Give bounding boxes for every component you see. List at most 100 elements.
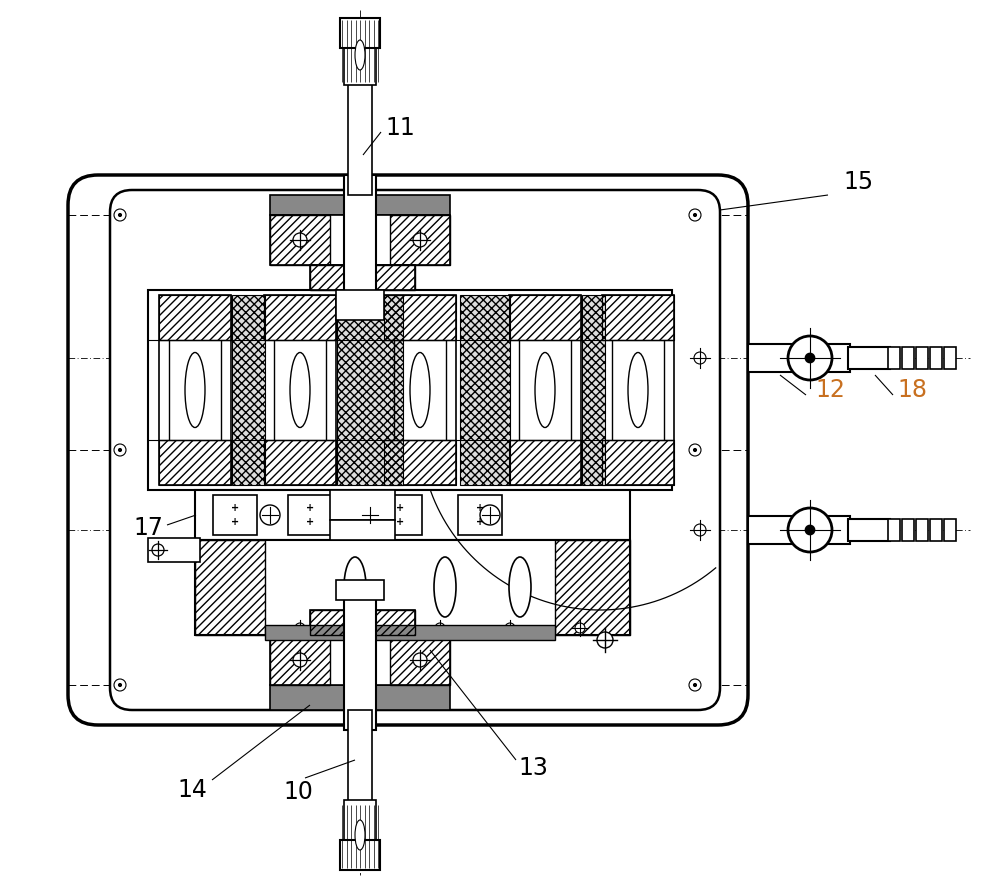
Text: +: + bbox=[476, 517, 484, 527]
Bar bbox=[265, 625, 555, 640]
Circle shape bbox=[435, 623, 445, 633]
Circle shape bbox=[293, 233, 307, 247]
Bar bbox=[337, 295, 403, 485]
Circle shape bbox=[788, 336, 832, 380]
Bar bbox=[509, 440, 581, 485]
Circle shape bbox=[365, 623, 375, 633]
Bar bbox=[384, 295, 456, 340]
Text: +: + bbox=[396, 517, 404, 527]
Circle shape bbox=[119, 684, 122, 686]
Circle shape bbox=[694, 213, 696, 217]
Circle shape bbox=[694, 524, 706, 536]
Bar bbox=[375, 610, 415, 635]
Circle shape bbox=[114, 444, 126, 456]
Bar bbox=[270, 215, 330, 265]
Bar bbox=[344, 175, 376, 310]
Text: 13: 13 bbox=[518, 756, 548, 780]
Ellipse shape bbox=[290, 352, 310, 427]
Bar bbox=[336, 290, 384, 320]
Ellipse shape bbox=[355, 820, 365, 850]
FancyBboxPatch shape bbox=[110, 190, 720, 710]
Circle shape bbox=[413, 233, 427, 247]
Circle shape bbox=[114, 679, 126, 691]
Bar bbox=[348, 710, 372, 810]
Circle shape bbox=[295, 623, 305, 633]
Bar bbox=[270, 195, 450, 215]
Bar bbox=[264, 295, 336, 340]
Bar bbox=[330, 520, 395, 540]
Text: +: + bbox=[231, 503, 239, 513]
Bar bbox=[888, 347, 900, 369]
Bar bbox=[213, 495, 257, 535]
Bar bbox=[330, 490, 395, 520]
Bar bbox=[310, 265, 350, 290]
Bar bbox=[348, 80, 372, 195]
Bar bbox=[195, 540, 630, 635]
Bar bbox=[270, 215, 450, 265]
Bar bbox=[344, 45, 376, 85]
Bar bbox=[159, 295, 231, 485]
Text: 10: 10 bbox=[283, 780, 313, 804]
Circle shape bbox=[689, 444, 701, 456]
Bar bbox=[390, 215, 450, 265]
Text: +: + bbox=[231, 517, 239, 527]
Circle shape bbox=[806, 526, 814, 534]
Circle shape bbox=[152, 544, 164, 556]
Bar bbox=[602, 295, 674, 485]
Ellipse shape bbox=[509, 557, 531, 617]
Circle shape bbox=[505, 623, 515, 633]
Circle shape bbox=[575, 623, 585, 633]
Text: 11: 11 bbox=[385, 116, 415, 140]
Text: 12: 12 bbox=[815, 378, 845, 402]
Bar bbox=[148, 538, 200, 562]
Bar bbox=[390, 630, 450, 685]
Circle shape bbox=[694, 448, 696, 451]
Bar bbox=[458, 495, 502, 535]
FancyBboxPatch shape bbox=[68, 175, 748, 725]
Circle shape bbox=[119, 448, 122, 451]
Bar bbox=[944, 519, 956, 541]
Circle shape bbox=[689, 679, 701, 691]
Circle shape bbox=[788, 508, 832, 552]
Circle shape bbox=[354, 714, 366, 726]
Circle shape bbox=[293, 653, 307, 667]
Bar bbox=[340, 840, 380, 870]
Bar bbox=[602, 440, 674, 485]
Circle shape bbox=[597, 632, 613, 648]
Bar bbox=[930, 347, 942, 369]
Ellipse shape bbox=[535, 352, 555, 427]
Text: 15: 15 bbox=[843, 170, 873, 194]
Ellipse shape bbox=[185, 352, 205, 427]
Bar bbox=[336, 580, 384, 600]
Bar bbox=[264, 440, 336, 485]
Bar bbox=[375, 265, 415, 290]
Bar bbox=[148, 290, 672, 490]
Bar bbox=[848, 519, 890, 541]
Circle shape bbox=[694, 684, 696, 686]
Bar bbox=[748, 344, 850, 372]
Text: 17: 17 bbox=[133, 516, 163, 540]
Circle shape bbox=[119, 213, 122, 217]
Bar bbox=[509, 295, 581, 485]
Bar bbox=[310, 610, 350, 635]
Bar bbox=[195, 540, 265, 635]
Bar bbox=[310, 265, 415, 290]
Bar bbox=[378, 495, 422, 535]
Bar bbox=[582, 295, 605, 485]
Bar bbox=[270, 685, 450, 710]
Circle shape bbox=[694, 352, 706, 364]
Bar bbox=[270, 630, 330, 685]
Ellipse shape bbox=[628, 352, 648, 427]
Bar bbox=[848, 347, 890, 369]
Bar bbox=[916, 347, 928, 369]
Ellipse shape bbox=[355, 40, 365, 70]
Circle shape bbox=[360, 505, 380, 525]
Bar bbox=[264, 295, 336, 485]
Bar bbox=[888, 519, 900, 541]
Bar bbox=[270, 630, 450, 685]
Circle shape bbox=[806, 354, 814, 362]
Bar bbox=[159, 295, 231, 340]
Bar bbox=[310, 610, 415, 635]
Ellipse shape bbox=[410, 352, 430, 427]
Text: +: + bbox=[306, 503, 314, 513]
